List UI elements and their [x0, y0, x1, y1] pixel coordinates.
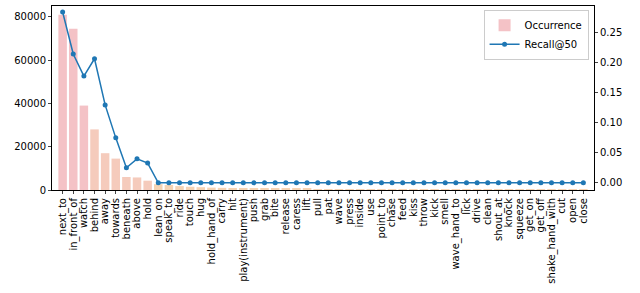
svg-text:carry: carry [216, 198, 227, 224]
svg-text:0.10: 0.10 [600, 117, 622, 128]
svg-text:smell: smell [439, 198, 450, 225]
svg-text:0.25: 0.25 [600, 27, 622, 38]
svg-text:wave: wave [333, 198, 344, 224]
svg-text:0.00: 0.00 [600, 177, 622, 188]
svg-text:watch: watch [78, 198, 89, 228]
svg-text:inside: inside [354, 198, 365, 228]
svg-text:away: away [99, 198, 110, 224]
svg-text:0.05: 0.05 [600, 147, 622, 158]
svg-text:behind: behind [89, 198, 100, 232]
svg-text:Recall@50: Recall@50 [525, 39, 578, 50]
svg-text:caress: caress [291, 198, 302, 230]
svg-text:0.20: 0.20 [600, 57, 622, 68]
svg-text:squeeze: squeeze [514, 198, 525, 240]
svg-text:hug: hug [195, 198, 206, 217]
svg-text:shout_at: shout_at [493, 198, 505, 241]
svg-text:80000: 80000 [14, 11, 46, 22]
svg-text:push: push [248, 198, 259, 222]
svg-text:close: close [578, 198, 589, 224]
svg-text:knock: knock [503, 198, 514, 228]
svg-text:throw: throw [418, 198, 429, 226]
svg-text:use: use [365, 198, 376, 216]
svg-text:ride: ride [174, 198, 185, 217]
svg-text:wave_hand_to: wave_hand_to [450, 198, 462, 270]
svg-text:get_on: get_on [524, 198, 536, 232]
svg-text:point_to: point_to [376, 198, 388, 239]
svg-text:above: above [131, 198, 142, 229]
svg-text:0: 0 [40, 185, 46, 196]
svg-text:40000: 40000 [14, 98, 46, 109]
svg-text:next_to: next_to [57, 198, 69, 235]
svg-text:open: open [567, 198, 578, 223]
svg-text:beneath: beneath [121, 198, 132, 239]
svg-text:pat: pat [323, 198, 334, 214]
svg-text:lean_on: lean_on [153, 198, 165, 237]
svg-text:hold_hand_of: hold_hand_of [206, 198, 218, 265]
svg-text:hold: hold [142, 198, 153, 220]
svg-text:shake_hand_with: shake_hand_with [546, 198, 558, 284]
svg-text:in_front_of: in_front_of [68, 198, 80, 251]
svg-text:cut: cut [556, 198, 567, 214]
svg-text:hit: hit [227, 198, 238, 211]
svg-text:touch: touch [184, 198, 195, 226]
svg-text:Occurrence: Occurrence [525, 20, 582, 31]
svg-text:lick: lick [461, 198, 472, 215]
svg-text:release: release [280, 198, 291, 234]
svg-text:pull: pull [312, 198, 323, 216]
svg-text:speak_to: speak_to [163, 198, 175, 243]
svg-text:play(instrument): play(instrument) [238, 198, 249, 282]
svg-text:bite: bite [269, 198, 280, 217]
svg-text:lift: lift [301, 198, 312, 211]
svg-text:kiss: kiss [408, 198, 419, 217]
svg-text:feed: feed [397, 198, 408, 220]
svg-text:grab: grab [259, 198, 270, 221]
svg-text:get_off: get_off [535, 197, 547, 233]
svg-text:20000: 20000 [14, 141, 46, 152]
svg-text:towards: towards [110, 198, 121, 238]
svg-text:drive: drive [471, 198, 482, 223]
svg-text:clean: clean [482, 198, 493, 225]
svg-text:kick: kick [429, 198, 440, 218]
svg-text:press: press [344, 198, 355, 225]
svg-text:60000: 60000 [14, 55, 46, 66]
svg-text:chase: chase [386, 198, 397, 227]
svg-text:0.15: 0.15 [600, 87, 622, 98]
